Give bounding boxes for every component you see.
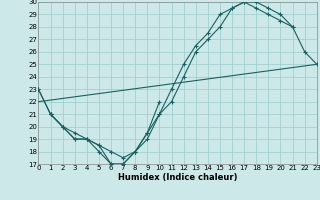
X-axis label: Humidex (Indice chaleur): Humidex (Indice chaleur): [118, 173, 237, 182]
